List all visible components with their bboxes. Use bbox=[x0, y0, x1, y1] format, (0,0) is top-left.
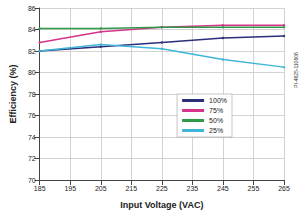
svg-text:185: 185 bbox=[34, 185, 46, 192]
svg-text:75%: 75% bbox=[209, 107, 223, 114]
svg-text:Efficiency (%): Efficiency (%) bbox=[8, 64, 18, 123]
svg-text:70: 70 bbox=[28, 177, 36, 184]
svg-text:215: 215 bbox=[125, 185, 137, 192]
svg-text:50%: 50% bbox=[209, 117, 223, 124]
svg-text:100%: 100% bbox=[209, 97, 227, 104]
svg-text:PI-4625-110606: PI-4625-110606 bbox=[293, 52, 299, 88]
svg-text:82: 82 bbox=[28, 48, 36, 55]
svg-text:225: 225 bbox=[156, 185, 168, 192]
svg-text:255: 255 bbox=[248, 185, 260, 192]
svg-text:78: 78 bbox=[28, 91, 36, 98]
svg-text:86: 86 bbox=[28, 5, 36, 12]
svg-text:265: 265 bbox=[278, 185, 290, 192]
svg-text:245: 245 bbox=[217, 185, 229, 192]
svg-text:72: 72 bbox=[28, 155, 36, 162]
svg-text:80: 80 bbox=[28, 69, 36, 76]
svg-text:195: 195 bbox=[64, 185, 76, 192]
svg-text:Input Voltage (VAC): Input Voltage (VAC) bbox=[120, 200, 203, 210]
svg-text:25%: 25% bbox=[209, 127, 223, 134]
svg-text:74: 74 bbox=[28, 134, 36, 141]
svg-text:76: 76 bbox=[28, 112, 36, 119]
svg-text:235: 235 bbox=[187, 185, 199, 192]
svg-text:84: 84 bbox=[28, 26, 36, 33]
svg-text:205: 205 bbox=[95, 185, 107, 192]
